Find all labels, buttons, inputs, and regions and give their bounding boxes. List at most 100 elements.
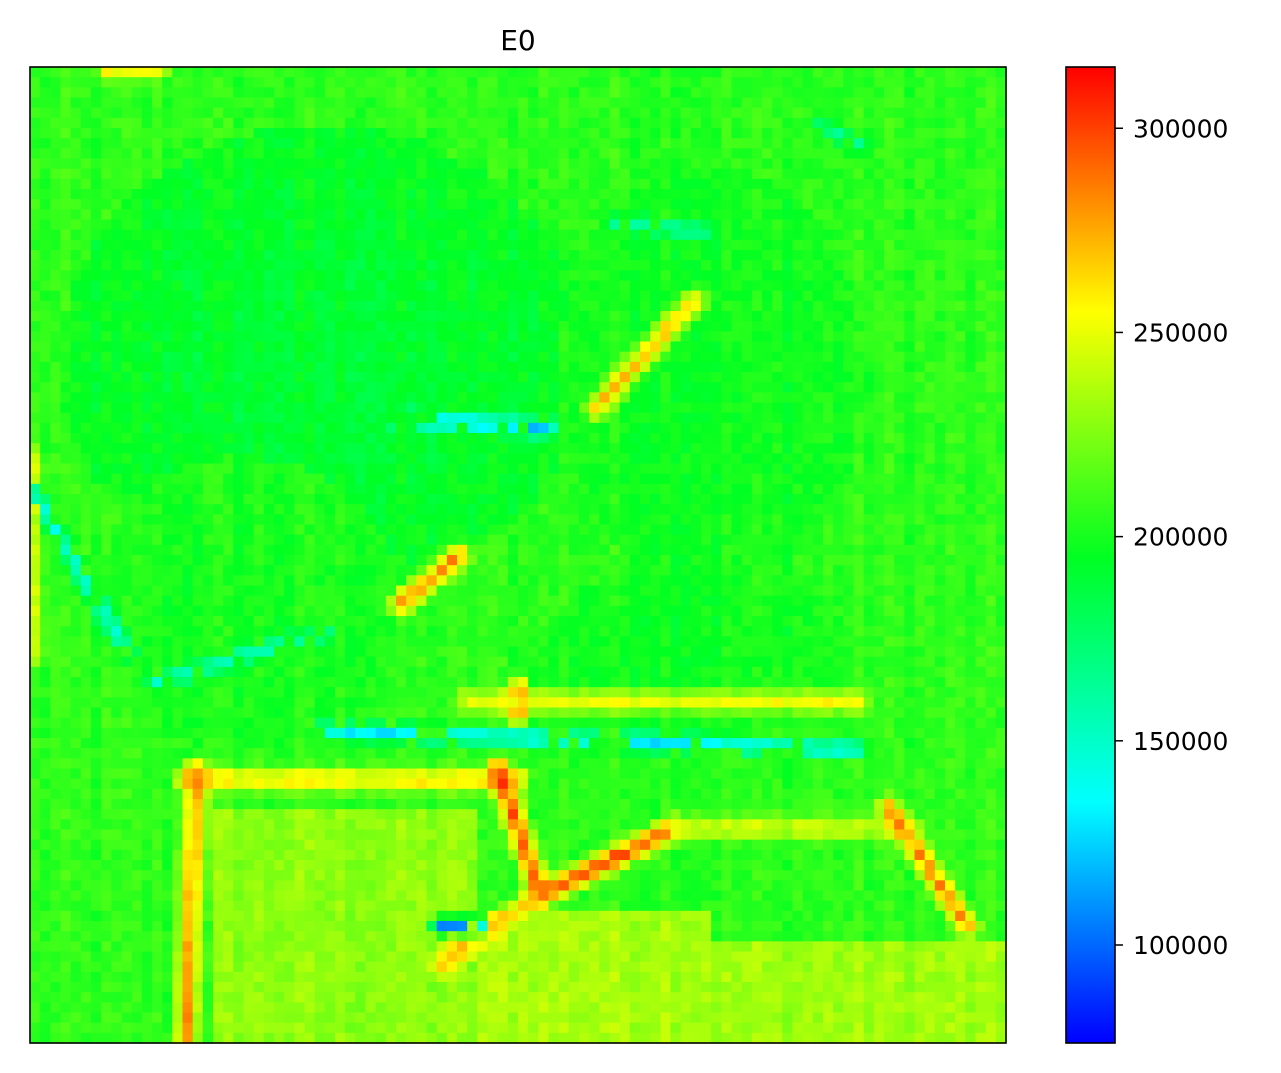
heatmap-cell — [772, 504, 783, 515]
heatmap-cell — [60, 311, 72, 322]
heatmap-cell — [924, 402, 936, 414]
heatmap-cell — [894, 117, 905, 129]
heatmap-cell — [162, 321, 173, 332]
heatmap-cell — [111, 433, 123, 444]
heatmap-cell — [365, 128, 377, 139]
heatmap-cell — [772, 575, 783, 587]
heatmap-cell — [141, 575, 153, 587]
heatmap-cell — [406, 107, 417, 119]
heatmap-cell — [965, 229, 977, 241]
heatmap-cell — [40, 331, 51, 343]
heatmap-cell — [812, 331, 824, 343]
heatmap-cell — [660, 189, 672, 200]
heatmap-cell — [772, 199, 783, 210]
heatmap-cell — [741, 321, 753, 332]
heatmap-cell — [995, 87, 1007, 99]
heatmap-cell — [426, 239, 438, 251]
heatmap-cell — [731, 433, 743, 444]
heatmap-cell — [284, 77, 295, 88]
heatmap-cell — [213, 565, 224, 576]
heatmap-cell — [538, 148, 550, 160]
heatmap-cell — [294, 199, 306, 210]
heatmap-cell — [182, 260, 194, 271]
heatmap-cell — [507, 331, 519, 343]
heatmap-cell — [894, 260, 905, 271]
heatmap-cell — [335, 514, 346, 526]
heatmap-cell — [141, 341, 153, 353]
heatmap-cell — [202, 514, 214, 526]
heatmap-cell — [253, 67, 265, 78]
heatmap-cell — [823, 148, 834, 160]
heatmap-cell — [436, 300, 448, 312]
heatmap-cell — [223, 117, 234, 129]
heatmap-cell — [253, 514, 265, 526]
heatmap-cell — [629, 270, 641, 282]
heatmap-cell — [985, 199, 997, 210]
heatmap-cell — [782, 351, 794, 363]
heatmap-cell — [477, 158, 489, 170]
heatmap-cell — [731, 483, 743, 495]
heatmap-cell — [446, 514, 458, 526]
heatmap-cell — [507, 321, 519, 332]
heatmap-cell — [335, 565, 346, 576]
heatmap-cell — [50, 107, 62, 119]
heatmap-cell — [101, 453, 112, 465]
heatmap-cell — [873, 585, 885, 597]
heatmap-cell — [792, 229, 804, 241]
heatmap-cell — [294, 361, 306, 373]
heatmap-cell — [995, 361, 1007, 373]
heatmap-cell — [365, 382, 377, 393]
heatmap-cell — [711, 412, 722, 424]
heatmap-cell — [731, 544, 743, 556]
heatmap-cell — [558, 229, 570, 241]
heatmap-cell — [416, 87, 428, 99]
heatmap-cell — [934, 280, 946, 292]
heatmap-cell — [497, 392, 509, 404]
heatmap-cell — [324, 453, 336, 465]
heatmap-cell — [60, 239, 72, 251]
heatmap-cell — [416, 453, 428, 465]
heatmap-cell — [457, 158, 468, 170]
heatmap-cell — [650, 311, 661, 322]
heatmap-cell — [314, 97, 326, 109]
heatmap-cell — [812, 402, 824, 414]
heatmap-cell — [995, 311, 1007, 322]
heatmap-cell — [497, 534, 509, 546]
heatmap-cell — [233, 311, 245, 322]
heatmap-cell — [650, 158, 661, 170]
heatmap-cell — [497, 524, 509, 536]
heatmap-cell — [721, 412, 733, 424]
heatmap-cell — [853, 189, 865, 200]
heatmap-cell — [253, 392, 265, 404]
heatmap-cell — [833, 565, 844, 576]
heatmap-cell — [457, 463, 468, 475]
heatmap-cell — [345, 585, 356, 597]
heatmap-cell — [833, 128, 844, 139]
heatmap-cell — [589, 77, 600, 88]
heatmap-cell — [436, 412, 448, 424]
heatmap-cell — [335, 504, 346, 515]
heatmap-cell — [50, 443, 62, 454]
heatmap-cell — [223, 534, 234, 546]
heatmap-cell — [945, 361, 956, 373]
heatmap-cell — [721, 453, 733, 465]
heatmap-cell — [619, 270, 631, 282]
heatmap-cell — [975, 321, 987, 332]
heatmap-cell — [375, 341, 387, 353]
heatmap-cell — [314, 331, 326, 343]
heatmap-cell — [528, 209, 539, 221]
heatmap-cell — [853, 433, 865, 444]
heatmap-cell — [914, 392, 926, 404]
heatmap-cell — [233, 463, 245, 475]
heatmap-cell — [751, 158, 763, 170]
heatmap-cell — [782, 473, 794, 485]
heatmap-cell — [751, 453, 763, 465]
heatmap-cell — [528, 534, 539, 546]
heatmap-cell — [782, 280, 794, 292]
heatmap-cell — [426, 585, 438, 597]
heatmap-cell — [202, 453, 214, 465]
heatmap-cell — [782, 219, 794, 231]
heatmap-cell — [152, 565, 163, 576]
heatmap-cell — [792, 392, 804, 404]
heatmap-cell — [629, 168, 641, 180]
